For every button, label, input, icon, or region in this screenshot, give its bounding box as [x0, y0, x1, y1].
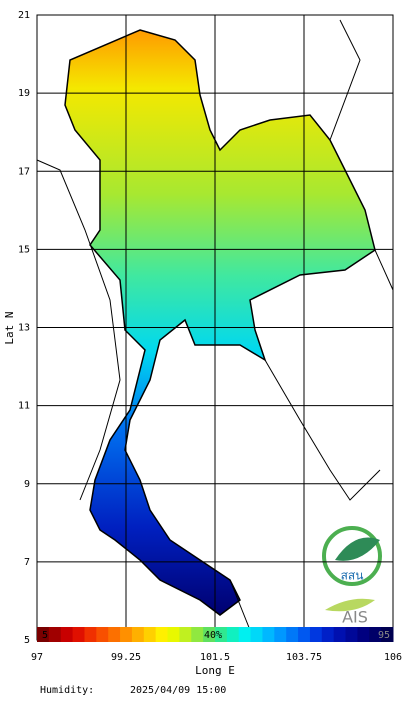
x-tick-label: 106	[384, 652, 402, 663]
colorbar-cell	[250, 627, 263, 642]
y-tick-label: 7	[24, 557, 30, 568]
logo-text: สสน	[341, 569, 364, 583]
variable-label: Humidity:	[40, 685, 94, 696]
logo-leaf	[325, 598, 375, 612]
colorbar-label: 5	[42, 630, 48, 641]
y-axis-label: Lat N	[3, 311, 16, 344]
colorbar-cell	[262, 627, 275, 642]
colorbar-cell	[321, 627, 335, 642]
logo-leaf	[335, 537, 380, 561]
y-tick-label: 21	[18, 10, 30, 21]
colorbar-cell	[203, 627, 216, 642]
colorbar-cell	[155, 627, 169, 642]
colorbar-cell	[60, 627, 74, 642]
colorbar-cell	[381, 627, 394, 642]
logo-ring	[322, 526, 382, 586]
x-tick-label: 97	[31, 652, 43, 663]
colorbar-cell	[226, 627, 240, 642]
y-tick-label: 5	[24, 635, 30, 646]
colorbar-cell	[108, 627, 121, 642]
colorbar-cell	[179, 627, 192, 642]
y-tick-label: 9	[24, 479, 30, 490]
x-tick-label: 101.5	[200, 652, 230, 663]
colorbar-cell	[72, 627, 85, 642]
logo	[322, 526, 382, 612]
colorbar-cell	[274, 627, 287, 642]
x-axis-label: Long E	[195, 664, 235, 677]
border-lines	[36, 19, 394, 631]
colorbar-cell	[333, 627, 347, 642]
logo-text: AIS	[342, 608, 368, 627]
y-tick-label: 11	[18, 401, 30, 412]
colorbar-cell	[345, 627, 358, 642]
x-tick-label: 99.25	[111, 652, 141, 663]
colorbar-cell	[191, 627, 204, 642]
colorbar-cell	[167, 627, 180, 642]
x-tick-label: 103.75	[286, 652, 322, 663]
colorbar-label: 40%	[204, 630, 222, 641]
colorbar-label: 95	[378, 630, 390, 641]
colorbar-cell	[298, 627, 311, 642]
colorbar-cell	[215, 627, 228, 642]
y-tick-label: 17	[18, 166, 30, 177]
y-tick-label: 15	[18, 244, 30, 255]
colorbar-cell	[84, 627, 97, 642]
y-tick-label: 19	[18, 88, 30, 99]
colorbar-cell	[120, 627, 133, 642]
colorbar-cell	[309, 627, 323, 642]
colorbar-cell	[48, 627, 62, 642]
colorbar-cell	[37, 627, 50, 642]
colorbar-cell	[238, 627, 252, 642]
colorbar-cell	[96, 627, 109, 642]
colorbar-cell	[286, 627, 299, 642]
colorbar-cell	[369, 627, 382, 642]
colorbar-cell	[131, 627, 145, 642]
colorbar-cell	[143, 627, 157, 642]
datetime-label: 2025/04/09 15:00	[130, 685, 226, 696]
country-shape	[64, 29, 376, 616]
y-tick-label: 13	[18, 323, 30, 334]
colorbar-cell	[357, 627, 370, 642]
